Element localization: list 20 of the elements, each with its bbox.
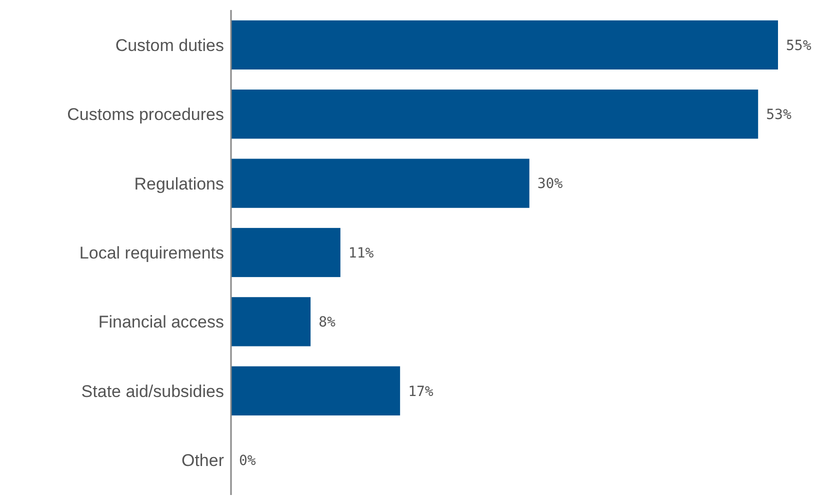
data-label: 8% <box>318 314 336 331</box>
bar <box>231 158 530 208</box>
y-tick-label: State aid/subsidies <box>81 382 224 401</box>
data-label: 30% <box>537 176 564 192</box>
data-label: 0% <box>239 452 256 469</box>
bar <box>231 228 340 278</box>
data-label: 55% <box>786 38 812 54</box>
bar <box>231 366 400 416</box>
data-label: 17% <box>408 384 434 400</box>
y-tick-label: Financial access <box>98 312 224 332</box>
bar <box>231 20 778 70</box>
data-label: 11% <box>348 245 374 262</box>
y-tick-label: Other <box>181 451 224 470</box>
y-tick-label: Customs procedures <box>67 105 224 124</box>
data-label: 53% <box>766 107 792 124</box>
bar <box>231 90 758 139</box>
y-tick-label: Local requirements <box>79 243 224 262</box>
bar <box>231 297 311 346</box>
y-tick-label: Custom duties <box>115 36 224 55</box>
y-tick-label: Regulations <box>134 174 224 194</box>
